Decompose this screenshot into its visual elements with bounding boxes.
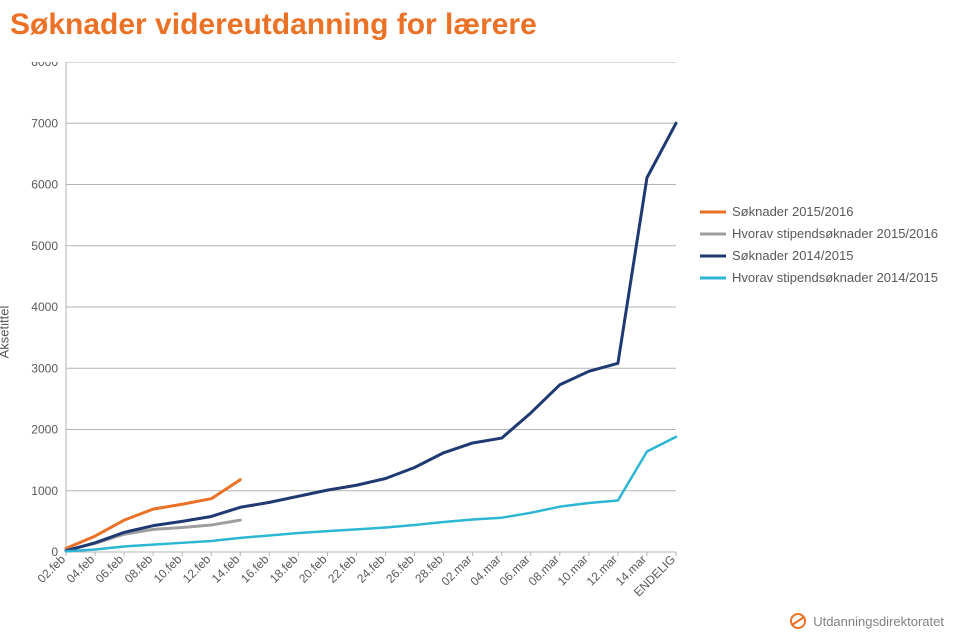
x-tick-label: 10.feb [151, 552, 185, 586]
legend-label: Hvorav stipendsøknader 2015/2016 [732, 226, 938, 241]
y-tick-label: 3000 [31, 361, 58, 375]
x-tick-label: 08.feb [122, 552, 156, 586]
chart-container: Aksetittel 01000200030004000500060007000… [10, 62, 950, 602]
y-tick-label: 7000 [31, 116, 58, 130]
x-tick-label: 10.mar [555, 552, 591, 588]
x-tick-label: 24.feb [354, 552, 388, 586]
y-axis-label: Aksetittel [0, 306, 12, 359]
x-tick-label: 12.feb [180, 552, 214, 586]
y-tick-label: 5000 [31, 239, 58, 253]
x-tick-label: 26.feb [383, 552, 417, 586]
x-tick-label: 20.feb [296, 552, 330, 586]
x-tick-label: 22.feb [325, 552, 359, 586]
series-line [66, 123, 676, 551]
x-tick-label: 14.feb [209, 552, 243, 586]
x-tick-label: 04.feb [64, 552, 98, 586]
legend-label: Søknader 2014/2015 [732, 248, 853, 263]
logo-icon [789, 612, 807, 630]
y-tick-label: 6000 [31, 178, 58, 192]
y-tick-label: 4000 [31, 300, 58, 314]
x-tick-label: 02.mar [438, 552, 474, 588]
x-tick-label: 06.feb [93, 552, 127, 586]
x-tick-label: 06.mar [497, 552, 533, 588]
x-tick-label: 08.mar [526, 552, 562, 588]
line-chart: 01000200030004000500060007000800002.feb0… [10, 62, 950, 602]
page-title: Søknader videreutdanning for lærere [10, 8, 537, 42]
y-tick-label: 8000 [31, 62, 58, 69]
x-tick-label: 04.mar [468, 552, 504, 588]
x-tick-label: 18.feb [267, 552, 301, 586]
x-tick-label: 16.feb [238, 552, 272, 586]
series-line [66, 437, 676, 552]
legend-label: Hvorav stipendsøknader 2014/2015 [732, 270, 938, 285]
footer-text: Utdanningsdirektoratet [813, 614, 944, 629]
x-tick-label: 12.mar [584, 552, 620, 588]
y-tick-label: 1000 [31, 484, 58, 498]
y-tick-label: 2000 [31, 423, 58, 437]
legend-label: Søknader 2015/2016 [732, 204, 853, 219]
footer-logo: Utdanningsdirektoratet [789, 612, 944, 630]
